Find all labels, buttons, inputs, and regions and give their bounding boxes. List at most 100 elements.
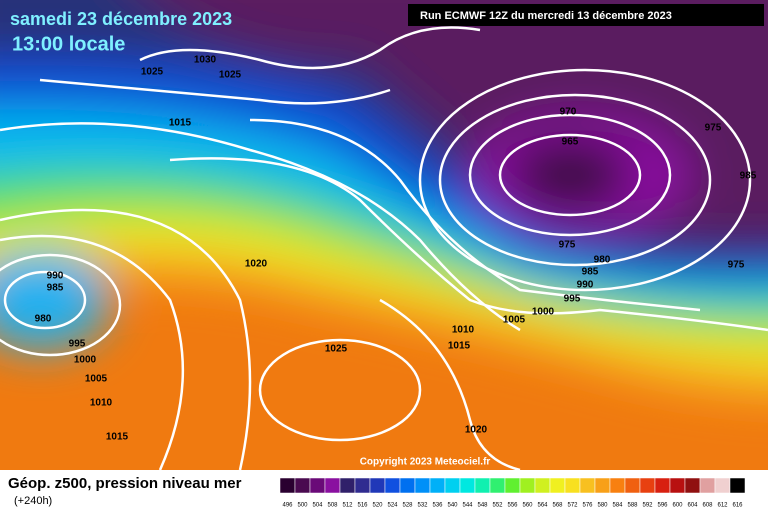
footer-title: Géop. z500, pression niveau mer xyxy=(8,475,242,492)
colorbar-cell xyxy=(369,477,386,494)
isobar-label: 1030 xyxy=(194,55,217,66)
isobar-label: 970 xyxy=(560,107,577,118)
colorbar-cell xyxy=(594,477,611,494)
run-box xyxy=(408,4,764,26)
colorbar-label: 608 xyxy=(702,503,713,509)
colorbar-cell xyxy=(519,477,536,494)
colorbar-label: 516 xyxy=(357,503,368,509)
colorbar-cell xyxy=(414,477,431,494)
colorbar-label: 512 xyxy=(342,503,353,509)
isobar-label: 1025 xyxy=(325,344,348,355)
colorbar-label: 588 xyxy=(627,503,638,509)
colorbar-label: 568 xyxy=(552,503,563,509)
colorbar-cell xyxy=(684,477,701,494)
colorbar-label: 500 xyxy=(297,503,308,509)
colorbar-cell xyxy=(549,477,566,494)
isobar-label: 1025 xyxy=(141,67,164,78)
colorbar-label: 540 xyxy=(447,503,458,509)
colorbar-cell xyxy=(609,477,626,494)
colorbar-label: 524 xyxy=(387,503,398,509)
isobar-label: 1000 xyxy=(74,355,97,366)
isobars xyxy=(0,26,768,470)
isobar-label: 975 xyxy=(728,260,745,271)
isobar-label: 995 xyxy=(564,294,581,305)
colorbar-cell xyxy=(399,477,416,494)
isobar-label: 1005 xyxy=(85,374,108,385)
colorbar-label: 604 xyxy=(687,503,698,509)
isobar-label: 1020 xyxy=(465,425,488,436)
colorbar-label: 508 xyxy=(327,503,338,509)
colorbar-cell xyxy=(384,477,401,494)
colorbar-label: 532 xyxy=(417,503,428,509)
colorbar-label: 548 xyxy=(477,503,488,509)
isobar-label: 990 xyxy=(577,280,594,291)
isobar-label: 1015 xyxy=(106,432,129,443)
isobar-label: 965 xyxy=(562,137,579,148)
colorbar-cell xyxy=(489,477,506,494)
isobar-label: 975 xyxy=(559,240,576,251)
colorbar-cell xyxy=(579,477,596,494)
colorbar-label: 552 xyxy=(492,503,503,509)
run: Run ECMWF 12Z du mercredi 13 décembre 20… xyxy=(420,10,672,22)
colorbar-cell xyxy=(564,477,581,494)
colorbar-cell xyxy=(474,477,491,494)
time: 13:00 locale xyxy=(12,33,125,55)
colorbar-cell xyxy=(699,477,716,494)
isobar-label: 980 xyxy=(594,255,611,266)
colorbar-label: 572 xyxy=(567,503,578,509)
colorbar-label: 560 xyxy=(522,503,533,509)
colorbar-label: 612 xyxy=(717,503,728,509)
colorbar-cell xyxy=(669,477,686,494)
colorbar-label: 580 xyxy=(597,503,608,509)
isobar-label: 995 xyxy=(69,339,86,350)
isobar-label: 1015 xyxy=(169,118,192,129)
colorbar-label: 556 xyxy=(507,503,518,509)
colorbar-cell xyxy=(654,477,671,494)
colorbar-cell xyxy=(339,477,356,494)
colorbar-cell xyxy=(714,477,731,494)
date: samedi 23 décembre 2023 xyxy=(10,9,232,29)
colorbar-label: 584 xyxy=(612,503,623,509)
colorbar-cell xyxy=(729,477,746,494)
map-field xyxy=(0,0,768,470)
colorbar-cell xyxy=(444,477,461,494)
colorbar-label: 504 xyxy=(312,503,323,509)
isobar-label: 975 xyxy=(705,123,722,134)
colorbar-label: 596 xyxy=(657,503,668,509)
colorbar-cell xyxy=(639,477,656,494)
colorbar-label: 576 xyxy=(582,503,593,509)
isobar-label: 990 xyxy=(47,271,64,282)
colorbar-label: 564 xyxy=(537,503,548,509)
isobar-label: 1025 xyxy=(219,70,242,81)
colorbar-cell xyxy=(459,477,476,494)
isobar-label: 1005 xyxy=(503,315,526,326)
colorbar-label: 544 xyxy=(462,503,473,509)
colorbar-cell xyxy=(324,477,341,494)
colorbar-cell xyxy=(429,477,446,494)
isobar-label: 985 xyxy=(47,283,64,294)
colorbar-label: 616 xyxy=(732,503,743,509)
isobar-label: 985 xyxy=(582,267,599,278)
colorbar-label: 528 xyxy=(402,503,413,509)
colorbar-cell xyxy=(279,477,296,494)
isobar-label: 1010 xyxy=(452,325,475,336)
isobar-label: 1000 xyxy=(532,307,555,318)
colorbar-cell xyxy=(624,477,641,494)
colorbar-cell xyxy=(504,477,521,494)
colorbar-cell xyxy=(534,477,551,494)
isobar-label: 980 xyxy=(35,314,52,325)
isobar-label: 1010 xyxy=(90,398,113,409)
colorbar-cell xyxy=(354,477,371,494)
isobar-label: 1015 xyxy=(448,341,471,352)
colorbar-label: 520 xyxy=(372,503,383,509)
colorbar-label: 496 xyxy=(282,503,293,509)
colorbar-cell xyxy=(294,477,311,494)
isobar-label: 985 xyxy=(740,171,757,182)
colorbar-label: 600 xyxy=(672,503,683,509)
footer-lead: (+240h) xyxy=(14,495,52,507)
copyright: Copyright 2023 Meteociel.fr xyxy=(360,457,491,468)
colorbar-label: 536 xyxy=(432,503,443,509)
colorbar-cell xyxy=(309,477,326,494)
colorbar-label: 592 xyxy=(642,503,653,509)
